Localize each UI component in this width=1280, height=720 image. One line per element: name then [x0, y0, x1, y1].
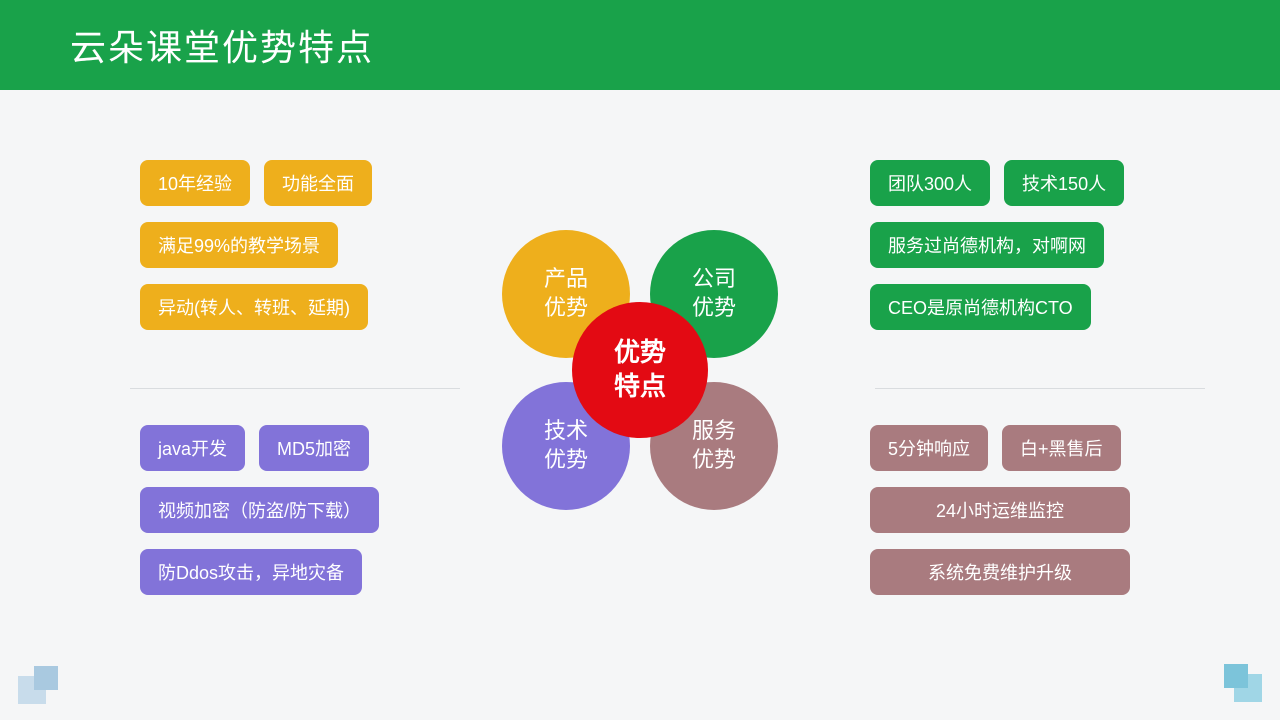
- tag: 系统免费维护升级: [870, 549, 1130, 595]
- slide-header: 云朵课堂优势特点: [0, 0, 1280, 90]
- tag: 视频加密（防盗/防下载）: [140, 487, 379, 533]
- slide-content: 10年经验 功能全面 满足99%的教学场景 异动(转人、转班、延期) 团队300…: [0, 90, 1280, 720]
- tag: 10年经验: [140, 160, 250, 206]
- tag: 服务过尚德机构，对啊网: [870, 222, 1104, 268]
- tag: 团队300人: [870, 160, 990, 206]
- tag: 技术150人: [1004, 160, 1124, 206]
- divider-right: [875, 388, 1205, 389]
- tag: 5分钟响应: [870, 425, 988, 471]
- tag: 功能全面: [264, 160, 372, 206]
- product-tags: 10年经验 功能全面 满足99%的教学场景 异动(转人、转班、延期): [140, 160, 480, 346]
- divider-left: [130, 388, 460, 389]
- corner-decoration-left: [18, 664, 62, 708]
- center-diagram: 产品优势 公司优势 技术优势 服务优势 优势特点: [460, 190, 820, 550]
- tech-tags: java开发 MD5加密 视频加密（防盗/防下载） 防Ddos攻击，异地灾备: [140, 425, 480, 611]
- slide-title: 云朵课堂优势特点: [70, 19, 374, 71]
- service-tags: 5分钟响应 白+黑售后 24小时运维监控 系统免费维护升级: [870, 425, 1210, 611]
- tag: java开发: [140, 425, 245, 471]
- center-circle: 优势特点: [572, 302, 708, 438]
- tag: 24小时运维监控: [870, 487, 1130, 533]
- tag: 白+黑售后: [1002, 425, 1121, 471]
- company-tags: 团队300人 技术150人 服务过尚德机构，对啊网 CEO是原尚德机构CTO: [870, 160, 1210, 346]
- tag: 满足99%的教学场景: [140, 222, 338, 268]
- tag: CEO是原尚德机构CTO: [870, 284, 1091, 330]
- tag: 异动(转人、转班、延期): [140, 284, 368, 330]
- corner-decoration-right: [1218, 664, 1262, 708]
- tag: 防Ddos攻击，异地灾备: [140, 549, 362, 595]
- tag: MD5加密: [259, 425, 369, 471]
